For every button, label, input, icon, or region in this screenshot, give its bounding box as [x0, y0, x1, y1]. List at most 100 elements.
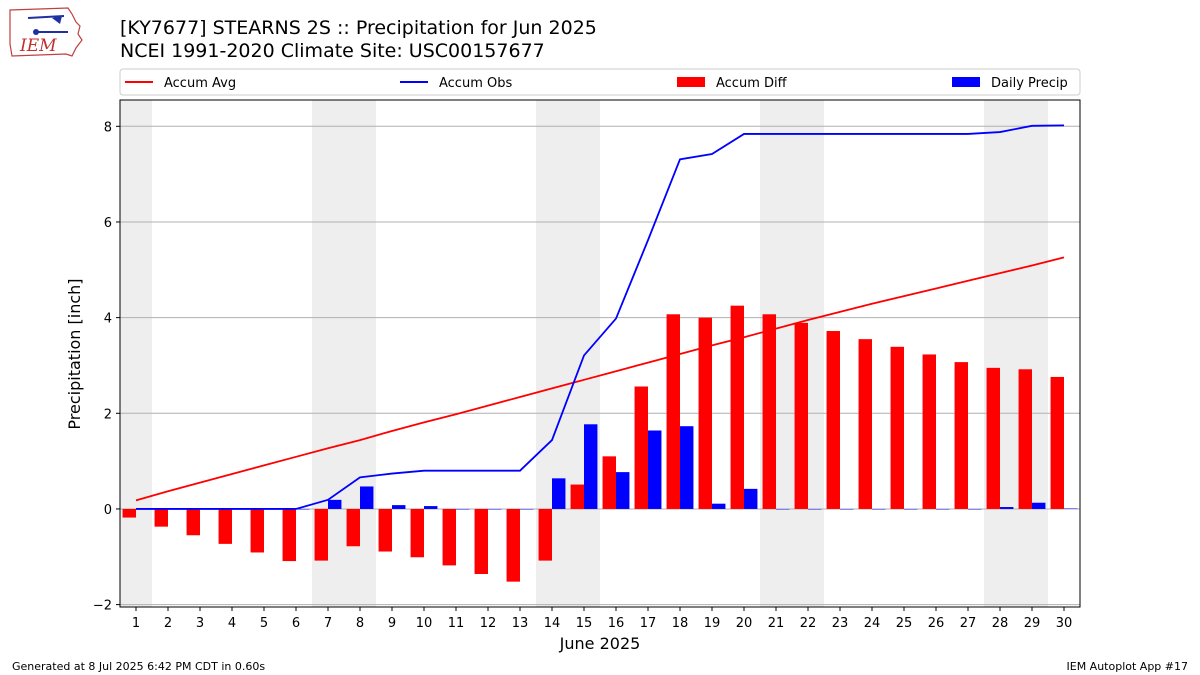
daily-precip-bar-17: [648, 430, 662, 509]
x-tick-label-3: 3: [196, 616, 204, 631]
daily-precip-bar-19: [712, 503, 726, 509]
x-tick-label-24: 24: [864, 616, 881, 631]
x-tick-label-19: 19: [704, 616, 721, 631]
accum-diff-bar-12: [474, 508, 488, 574]
daily-precip-bar-20: [744, 488, 758, 509]
y-tick-label--2: −2: [93, 599, 112, 614]
y-tick-label-4: 4: [104, 312, 112, 327]
y-tick-label-0: 0: [104, 503, 112, 518]
accum-diff-bar-10: [410, 508, 424, 558]
x-tick-label-21: 21: [768, 616, 785, 631]
accum-diff-bar-23: [826, 331, 840, 509]
weekend-band-0: [120, 100, 152, 607]
x-tick-label-10: 10: [416, 616, 433, 631]
x-tick-label-30: 30: [1056, 616, 1073, 631]
x-tick-label-23: 23: [832, 616, 849, 631]
legend-swatch-daily-precip: [952, 77, 980, 87]
legend-label-accum-avg: Accum Avg: [164, 76, 236, 91]
daily-precip-bar-30: [1064, 508, 1078, 509]
accum-diff-bar-20: [730, 305, 744, 509]
accum-diff-bar-28: [986, 367, 1000, 509]
accum-diff-bar-9: [378, 508, 392, 552]
daily-precip-bar-9: [392, 505, 406, 509]
daily-precip-bar-28: [1000, 507, 1014, 509]
iem-logo: IEM: [6, 4, 86, 64]
x-tick-label-7: 7: [324, 616, 332, 631]
x-tick-label-4: 4: [228, 616, 236, 631]
daily-precip-bar-14: [552, 478, 566, 509]
legend-label-accum-obs: Accum Obs: [439, 76, 512, 91]
legend-box: [119, 68, 1081, 96]
accum-diff-bar-27: [954, 362, 968, 509]
x-tick-label-17: 17: [640, 616, 657, 631]
x-tick-label-5: 5: [260, 616, 268, 631]
iem-logo-text: IEM: [19, 36, 57, 56]
daily-precip-bar-27: [968, 508, 982, 510]
daily-precip-bar-10: [424, 506, 438, 509]
daily-precip-bar-18: [680, 426, 694, 509]
x-tick-label-18: 18: [672, 616, 689, 631]
chart-title: [KY7677] STEARNS 2S :: Precipitation for…: [120, 17, 597, 39]
x-tick-label-26: 26: [928, 616, 945, 631]
x-tick-label-9: 9: [388, 616, 396, 631]
bars: [122, 305, 1078, 582]
x-tick-label-6: 6: [292, 616, 300, 631]
accum-diff-bar-16: [602, 456, 616, 509]
accum-diff-bar-25: [890, 346, 904, 509]
accum-diff-bar-21: [762, 314, 776, 509]
accum-diff-bar-18: [666, 314, 680, 509]
x-tick-label-27: 27: [960, 616, 977, 631]
x-tick-label-11: 11: [448, 616, 465, 631]
x-tick-label-13: 13: [512, 616, 529, 631]
accum-diff-bar-3: [186, 508, 200, 536]
chart-subtitle: NCEI 1991-2020 Climate Site: USC00157677: [120, 40, 545, 62]
accum-diff-bar-22: [794, 322, 808, 509]
accum-diff-bar-26: [922, 354, 936, 509]
y-tick-label-8: 8: [104, 120, 112, 135]
legend: Accum Avg Accum Obs Accum Diff Daily Precip: [119, 68, 1081, 96]
x-tick-label-29: 29: [1024, 616, 1041, 631]
accum-diff-bar-17: [634, 386, 648, 509]
accum-diff-bar-7: [314, 508, 328, 561]
series-lines: [135, 124, 1065, 510]
daily-precip-bar-25: [904, 508, 918, 510]
x-tick-label-1: 1: [132, 616, 140, 631]
x-tick-label-14: 14: [544, 616, 561, 631]
accum-diff-bar-13: [506, 508, 520, 582]
accum-diff-bar-4: [218, 508, 232, 544]
app-credit: IEM Autoplot App #17: [1066, 660, 1189, 673]
daily-precip-bar-6: [296, 508, 310, 510]
daily-precip-bar-26: [936, 508, 950, 510]
x-axis-ticks: 1 2 3 4 5 6 7 8 9 10 11 12 13 14 15 16 17 18 19 20 21 22 23 24 2…: [132, 607, 1072, 631]
accum-diff-bar-15: [570, 484, 584, 509]
accum-diff-bar-8: [346, 508, 360, 547]
daily-precip-bar-23: [840, 508, 854, 510]
y-axis-ticks: −2 0 2 4 6 8: [93, 120, 120, 614]
daily-precip-bar-12: [488, 508, 502, 510]
generated-note: Generated at 8 Jul 2025 6:42 PM CDT in 0…: [12, 660, 266, 673]
legend-label-daily-precip: Daily Precip: [991, 76, 1068, 91]
x-axis-label: June 2025: [559, 634, 641, 653]
weekend-band-4: [984, 100, 1048, 607]
legend-swatch-accum-diff: [677, 77, 705, 87]
accum-obs-line: [136, 124, 1065, 510]
accum-diff-bar-2: [154, 508, 168, 527]
accum-diff-bar-30: [1050, 376, 1064, 509]
accum-diff-bar-5: [250, 508, 264, 553]
daily-precip-bar-8: [360, 486, 374, 509]
daily-precip-bar-21: [776, 508, 790, 510]
x-tick-label-12: 12: [480, 616, 497, 631]
daily-precip-bar-7: [328, 499, 342, 509]
x-tick-label-25: 25: [896, 616, 913, 631]
accum-avg-line: [135, 256, 1065, 502]
daily-precip-bar-22: [808, 508, 822, 510]
accum-diff-bar-1: [122, 508, 136, 518]
accum-diff-bar-14: [538, 508, 552, 561]
x-tick-label-2: 2: [164, 616, 172, 631]
accum-diff-bar-19: [698, 317, 712, 509]
y-tick-label-2: 2: [104, 407, 112, 422]
daily-precip-bar-29: [1032, 502, 1046, 509]
legend-label-accum-diff: Accum Diff: [716, 76, 788, 91]
daily-precip-bar-15: [584, 424, 598, 509]
x-tick-label-15: 15: [576, 616, 593, 631]
